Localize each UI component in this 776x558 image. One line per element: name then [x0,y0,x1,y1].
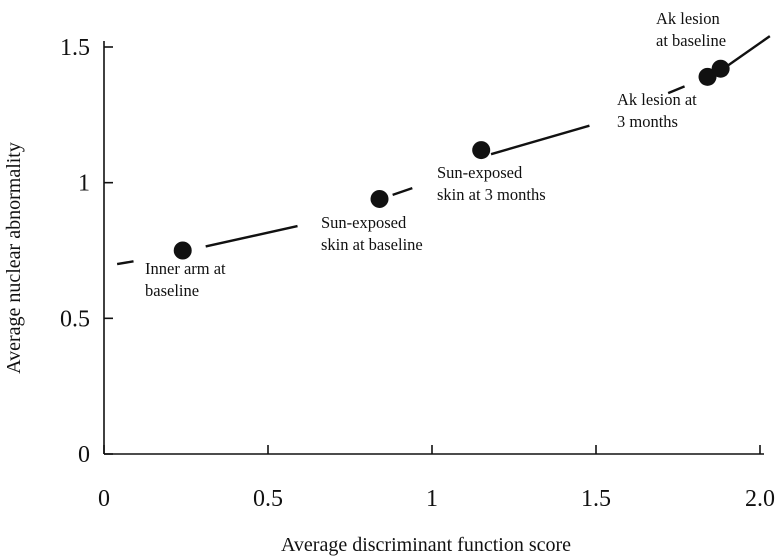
annotation-line: skin at baseline [321,235,423,254]
x-tick-label: 2.0 [745,486,775,512]
trendline-segment [667,85,686,95]
trendline-segment [490,124,590,156]
y-tick-label: 1 [78,171,90,197]
annotation-line: 3 months [617,112,678,131]
x-tick-label: 1 [426,486,438,512]
point-annotation: Ak lesion at 3 months [617,90,697,131]
annotation-line: Ak lesion [656,9,720,28]
annotation-line: skin at 3 months [437,185,546,204]
y-tick-label: 0 [78,442,90,468]
point-annotation: Inner arm at baseline [145,259,226,300]
data-points [173,59,730,260]
data-point [698,67,717,86]
annotation-line: Ak lesion at [617,90,697,109]
point-annotation: Sun-exposed skin at 3 months [437,163,546,204]
data-point [370,189,389,208]
annotations: Inner arm at baseline Sun-exposed skin at b… [145,9,726,300]
point-annotation: Ak lesion at baseline [656,9,726,50]
annotation-line: Sun-exposed [321,213,407,232]
point-annotation: Sun-exposed skin at baseline [321,213,423,254]
axes: 0 0.5 1 1.5 2.0 0 0.5 1 1.5 [60,35,775,512]
data-point [711,59,730,78]
x-tick-label: 1.5 [581,486,611,512]
annotation-line: Inner arm at [145,259,226,278]
y-tick-label: 1.5 [60,35,90,61]
x-axis-title: Average discriminant function score [281,534,571,556]
annotation-line: at baseline [656,31,726,50]
annotation-line: baseline [145,281,199,300]
trendline-segment [392,186,413,197]
y-tick-label: 0.5 [60,306,90,332]
x-tick-label: 0.5 [253,486,283,512]
trendline-segment [205,224,298,248]
data-point [173,241,192,260]
x-tick-label: 0 [98,486,110,512]
data-point [472,141,491,160]
trendline-segment [116,260,134,266]
trendline [116,35,771,266]
trendline-segment [726,35,771,67]
annotation-line: Sun-exposed [437,163,523,182]
y-axis-title: Average nuclear abnormality [3,142,25,374]
